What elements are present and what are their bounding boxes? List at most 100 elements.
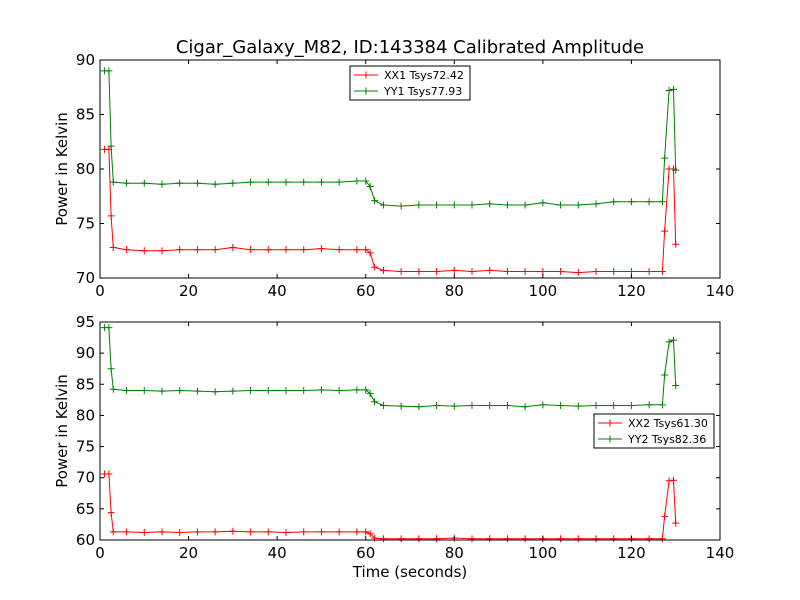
top-data-point	[335, 178, 343, 186]
top-data-point	[574, 201, 582, 209]
bottom-data-point	[300, 387, 308, 395]
top-data-point	[486, 266, 494, 274]
top-data-point	[229, 179, 237, 187]
top-data-point	[176, 246, 184, 254]
bottom-data-point	[335, 387, 343, 395]
top-data-point	[371, 263, 379, 271]
bottom-data-point	[574, 535, 582, 543]
bottom-y-tick-label: 65	[76, 500, 95, 518]
top-data-point	[415, 201, 423, 209]
bottom-data-point	[415, 403, 423, 411]
top-data-point	[670, 85, 677, 93]
bottom-data-point	[468, 535, 476, 543]
bottom-data-point	[362, 386, 370, 394]
top-data-point	[366, 182, 374, 190]
top-data-point	[433, 267, 441, 275]
bottom-data-point	[539, 401, 547, 409]
top-data-point	[158, 247, 166, 255]
top-x-tick-label: 20	[179, 282, 198, 300]
top-data-point	[521, 201, 529, 209]
top-data-point	[610, 198, 618, 206]
bottom-data-point	[658, 401, 666, 409]
top-data-point	[592, 267, 600, 275]
top-series-2	[100, 67, 680, 210]
top-data-point	[415, 267, 423, 275]
bottom-legend-marker	[606, 435, 614, 443]
bottom-data-point	[193, 387, 201, 395]
bottom-x-tick-label: 20	[179, 544, 198, 562]
top-data-point	[105, 67, 113, 75]
bottom-data-point	[158, 528, 166, 536]
top-data-point	[661, 154, 669, 162]
top-data-point	[627, 198, 635, 206]
bottom-y-tick-label: 75	[76, 438, 95, 456]
bottom-data-point	[362, 528, 370, 536]
bottom-data-point	[109, 528, 117, 536]
top-data-point	[539, 267, 547, 275]
bottom-data-point	[109, 385, 117, 393]
bottom-data-point	[379, 535, 387, 543]
bottom-x-tick-label: 0	[95, 544, 105, 562]
bottom-data-point	[670, 476, 677, 484]
top-data-point	[229, 243, 237, 251]
top-data-point	[521, 267, 529, 275]
bottom-x-tick-label: 140	[706, 544, 735, 562]
top-data-point	[300, 178, 308, 186]
top-data-point	[468, 201, 476, 209]
bottom-data-point	[665, 477, 673, 485]
bottom-x-tick-label: 60	[356, 544, 375, 562]
top-data-point	[353, 177, 361, 185]
bottom-data-point	[574, 402, 582, 410]
top-data-point	[317, 245, 325, 253]
top-data-point	[211, 246, 219, 254]
top-data-point	[379, 266, 387, 274]
top-data-point	[317, 178, 325, 186]
top-data-point	[300, 246, 308, 254]
top-series-layer	[100, 67, 680, 277]
bottom-data-point	[397, 535, 405, 543]
top-data-point	[672, 166, 680, 174]
top-legend-label: XX1 Tsys72.42	[384, 69, 464, 82]
bottom-data-point	[282, 387, 290, 395]
top-data-point	[247, 246, 255, 254]
bottom-legend-box	[593, 413, 715, 449]
top-data-point	[574, 269, 582, 277]
bottom-data-point	[415, 535, 423, 543]
bottom-data-point	[229, 387, 237, 395]
bottom-data-point	[468, 401, 476, 409]
bottom-legend-label: XX2 Tsys61.30	[628, 417, 708, 430]
top-data-point	[658, 198, 666, 206]
top-data-point	[353, 246, 361, 254]
bottom-y-tick-label: 90	[76, 344, 95, 362]
top-data-point	[264, 246, 272, 254]
bottom-legend-marker	[606, 419, 614, 427]
top-data-point	[645, 267, 653, 275]
bottom-data-point	[176, 529, 184, 537]
top-x-tick-label: 100	[529, 282, 558, 300]
top-data-point	[107, 142, 115, 150]
top-x-tick-label: 140	[706, 282, 735, 300]
top-data-point	[645, 198, 653, 206]
top-data-point	[557, 201, 565, 209]
top-data-point	[123, 179, 131, 187]
bottom-data-point	[211, 528, 219, 536]
bottom-data-point	[672, 519, 680, 527]
top-data-point	[140, 247, 148, 255]
top-data-point	[366, 249, 374, 257]
top-data-point	[450, 266, 458, 274]
top-data-point	[503, 201, 511, 209]
bottom-plot: 0 20 40 60 80 100 120 140 60 65 70 75 80 85 90 95 Power…	[53, 313, 734, 562]
bottom-data-point	[366, 530, 374, 538]
bottom-data-point	[140, 387, 148, 395]
top-x-tick-label: 60	[356, 282, 375, 300]
bottom-data-point	[371, 398, 379, 406]
top-plot: 0 20 40 60 80 100 120 140 70 75 80 85 90 Power in Ke…	[53, 51, 734, 300]
bottom-data-point	[661, 512, 669, 520]
top-legend-marker	[362, 71, 370, 79]
bottom-data-point	[450, 402, 458, 410]
top-x-tick-label: 0	[95, 282, 105, 300]
bottom-data-point	[610, 535, 618, 543]
bottom-data-point	[366, 390, 374, 398]
bottom-data-point	[610, 401, 618, 409]
bottom-data-point	[282, 529, 290, 537]
